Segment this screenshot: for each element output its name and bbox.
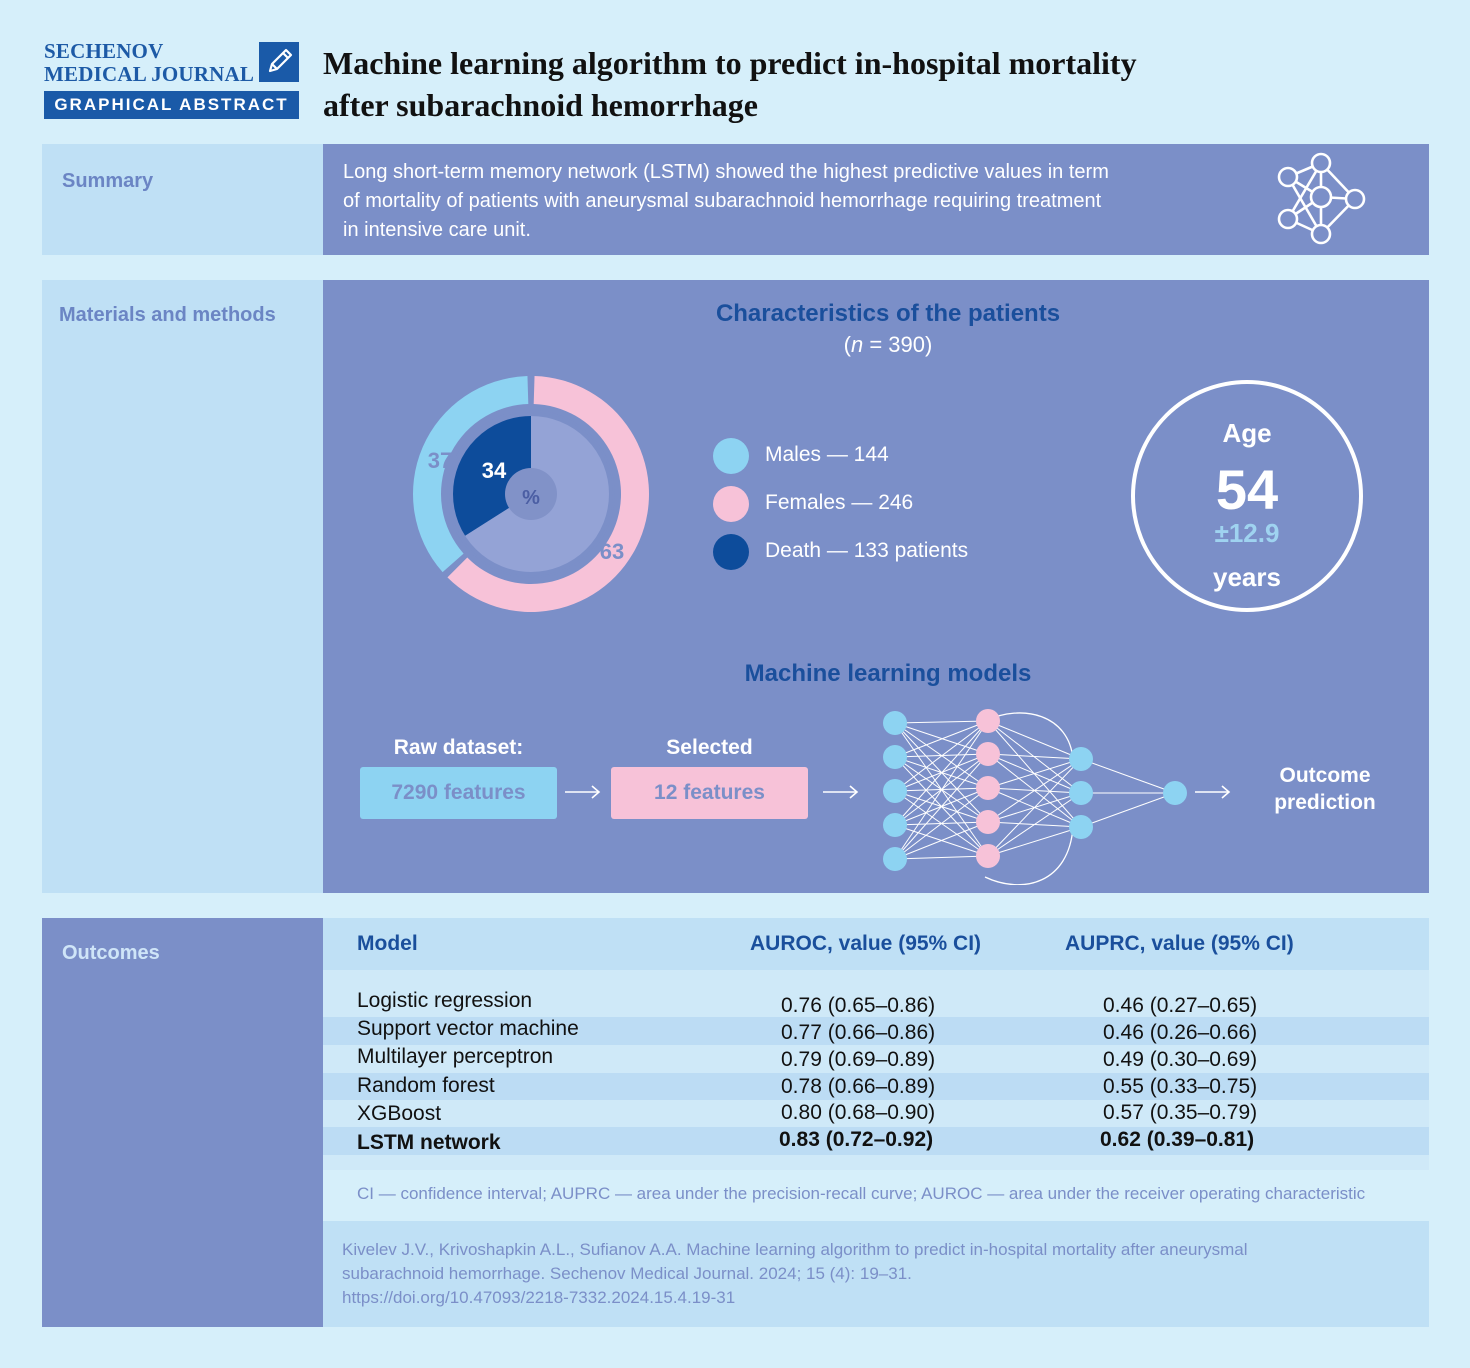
methods-panel: Characteristics of the patients (n = 390… xyxy=(323,280,1429,893)
neural-network-icon xyxy=(1271,152,1371,248)
outcomes-side: Outcomes xyxy=(42,918,323,1327)
females-pct-label: 63 xyxy=(600,539,624,564)
nn-node xyxy=(1069,815,1093,839)
auroc-cell: 0.80 (0.68–0.90) xyxy=(781,1101,936,1124)
age-value: 54 xyxy=(1215,458,1279,521)
table-header: Model AUROC, value (95% CI) AUPRC, value… xyxy=(323,918,1429,970)
model-cell: XGBoost xyxy=(357,1102,442,1125)
journal-name-line1: SECHENOV xyxy=(44,39,164,63)
summary-text-line2: of mortality of patients with aneurysmal… xyxy=(343,190,1102,212)
auroc-cell: 0.78 (0.66–0.89) xyxy=(781,1075,936,1098)
death-pct-label: 34 xyxy=(482,458,507,483)
citation-line2: subarachnoid hemorrhage. Sechenov Medica… xyxy=(342,1264,912,1283)
table-row: Support vector machine 0.77 (0.66–0.86) … xyxy=(323,1015,1429,1044)
graphical-abstract-badge: GRAPHICAL ABSTRACT xyxy=(44,91,299,119)
citation-area: Kivelev J.V., Krivoshapkin A.L., Sufiano… xyxy=(323,1221,1429,1327)
nn-node xyxy=(883,711,907,735)
nn-node xyxy=(1069,781,1093,805)
table-row: Multilayer perceptron 0.79 (0.69–0.89) 0… xyxy=(323,1043,1429,1071)
death-legend-label: Death — 133 patients xyxy=(765,539,969,562)
outcomes-label: Outcomes xyxy=(62,942,160,964)
summary-text-line3: in intensive care unit. xyxy=(343,219,531,241)
donut-center xyxy=(505,468,557,520)
neural-network-diagram xyxy=(883,709,1187,885)
arrow-right-icon xyxy=(821,782,861,802)
age-unit: years xyxy=(1213,562,1281,592)
raw-dataset-label: Raw dataset: xyxy=(393,736,524,759)
nn-node xyxy=(883,745,907,769)
auroc-cell: 0.79 (0.69–0.89) xyxy=(781,1048,936,1071)
ml-models-title: Machine learning models xyxy=(744,660,1032,687)
auprc-cell: 0.62 (0.39–0.81) xyxy=(1100,1128,1255,1151)
table-row-highlight: LSTM network 0.83 (0.72–0.92) 0.62 (0.39… xyxy=(323,1128,1429,1156)
auroc-cell: 0.76 (0.65–0.86) xyxy=(781,994,936,1017)
journal-name-line2: MEDICAL JOURNAL xyxy=(44,62,255,86)
methods-label: Materials and methods xyxy=(59,304,276,326)
auprc-cell: 0.55 (0.33–0.75) xyxy=(1103,1075,1258,1098)
page-title-line1: Machine learning algorithm to predict in… xyxy=(323,45,1137,81)
donut-center-label: % xyxy=(522,487,540,509)
summary-label: Summary xyxy=(62,170,154,192)
page-title-line2: after subarachnoid hemorrhage xyxy=(323,87,758,123)
n-symbol: n xyxy=(850,332,864,357)
summary-text-line1: Long short-term memory network (LSTM) sh… xyxy=(343,161,1109,183)
auroc-cell: 0.83 (0.72–0.92) xyxy=(779,1128,934,1151)
death-legend-dot xyxy=(713,534,749,570)
abbreviations-note: CI — confidence interval; AUPRC — area u… xyxy=(357,1184,1366,1203)
characteristics-title: Characteristics of the patients xyxy=(715,300,1061,327)
model-cell: Support vector machine xyxy=(357,1017,579,1040)
donut-slice-females xyxy=(447,376,649,612)
model-cell: LSTM network xyxy=(357,1131,501,1154)
header-auprc: AUPRC, value (95% CI) xyxy=(1065,932,1294,955)
footnote-area: CI — confidence interval; AUPRC — area u… xyxy=(323,1170,1429,1221)
model-cell: Multilayer perceptron xyxy=(357,1045,554,1068)
raw-features-box: 7290 features xyxy=(360,767,557,819)
outcome-prediction-label: Outcome prediction xyxy=(1274,764,1376,814)
arrow-right-icon xyxy=(563,782,603,802)
nn-node xyxy=(1163,781,1187,805)
donut-chart: % 37 63 34 xyxy=(413,376,649,612)
males-legend-dot xyxy=(713,438,749,474)
table-row: Random forest 0.78 (0.66–0.89) 0.55 (0.3… xyxy=(323,1072,1429,1099)
table-body: Logistic regression 0.76 (0.65–0.86) 0.4… xyxy=(323,970,1429,1170)
nn-node xyxy=(883,847,907,871)
summary-panel: Long short-term memory network (LSTM) sh… xyxy=(323,144,1429,255)
nn-node xyxy=(976,844,1000,868)
nn-node xyxy=(976,810,1000,834)
age-label: Age xyxy=(1222,418,1272,448)
age-sd: ±12.9 xyxy=(1214,518,1280,548)
table-row: XGBoost 0.80 (0.68–0.90) 0.57 (0.35–0.79… xyxy=(323,1100,1429,1127)
table-row: Logistic regression 0.76 (0.65–0.86) 0.4… xyxy=(323,987,1429,1017)
pencil-icon xyxy=(259,42,299,82)
nn-node xyxy=(976,742,1000,766)
header-model: Model xyxy=(357,932,418,955)
donut-slice-males xyxy=(413,376,529,573)
nn-node xyxy=(976,709,1000,733)
nn-node xyxy=(1069,747,1093,771)
model-cell: Random forest xyxy=(357,1074,495,1097)
nn-node xyxy=(883,779,907,803)
model-cell: Logistic regression xyxy=(357,989,533,1012)
males-pct-label: 37 xyxy=(428,448,452,473)
auprc-cell: 0.46 (0.26–0.66) xyxy=(1103,1021,1258,1044)
females-legend-label: Females — 246 xyxy=(765,491,914,514)
auprc-cell: 0.46 (0.27–0.65) xyxy=(1103,994,1258,1017)
auroc-cell: 0.77 (0.66–0.86) xyxy=(781,1021,936,1044)
summary-side: Summary xyxy=(42,144,323,255)
auprc-cell: 0.57 (0.35–0.79) xyxy=(1103,1101,1258,1124)
doi-link[interactable]: https://doi.org/10.47093/2218-7332.2024.… xyxy=(342,1288,736,1307)
age-circle: Age 54 ±12.9 years xyxy=(1131,380,1363,612)
citation-line1: Kivelev J.V., Krivoshapkin A.L., Sufiano… xyxy=(342,1240,1248,1259)
selected-features-box: 12 features xyxy=(611,767,808,819)
methods-side: Materials and methods xyxy=(42,280,323,893)
patient-count: (n = 390) xyxy=(843,332,933,357)
header-auroc: AUROC, value (95% CI) xyxy=(750,932,982,955)
nn-node xyxy=(883,813,907,837)
females-legend-dot xyxy=(713,486,749,522)
arrow-right-icon xyxy=(1193,782,1233,802)
selected-label: Selected xyxy=(666,736,753,759)
nn-node xyxy=(976,776,1000,800)
males-legend-label: Males — 144 xyxy=(765,443,889,466)
auprc-cell: 0.49 (0.30–0.69) xyxy=(1103,1048,1258,1071)
